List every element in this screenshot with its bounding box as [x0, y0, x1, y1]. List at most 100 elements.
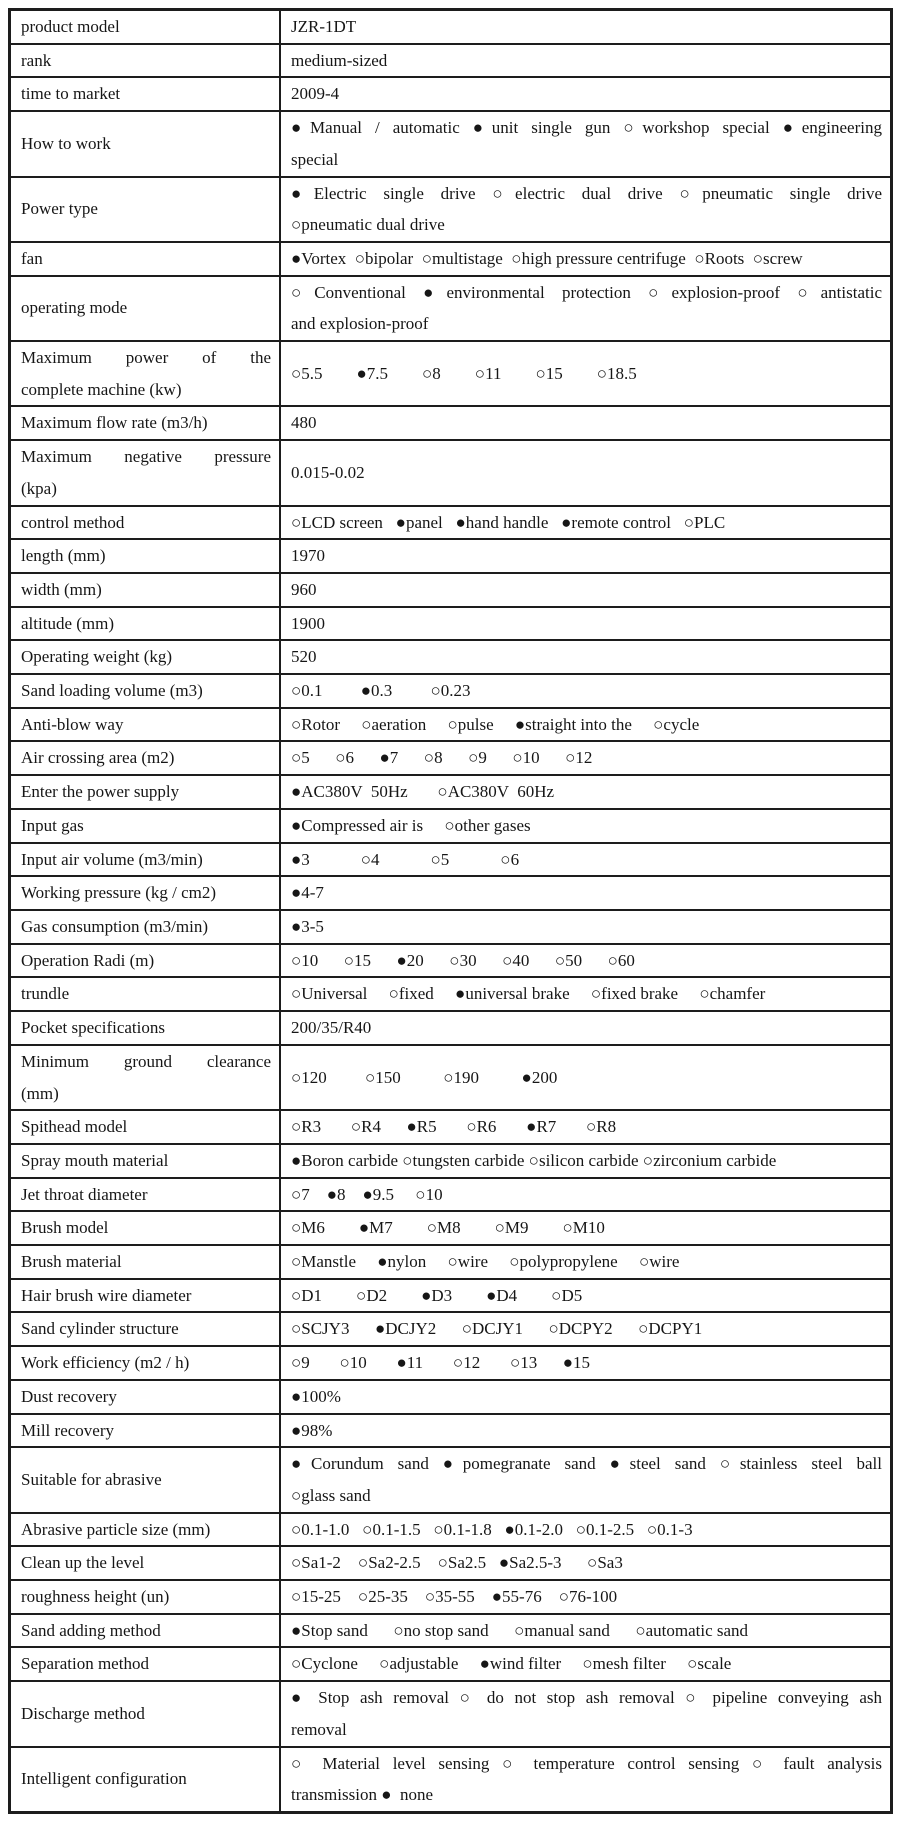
spec-value-line: ○Cyclone ○adjustable ●wind filter ○mesh … [291, 1654, 732, 1674]
spec-label-line: length (mm) [21, 546, 106, 566]
spec-label-line: product model [21, 17, 120, 36]
spec-label-line: Brush material [21, 1252, 122, 1272]
spec-value-line: ○ Material level sensing ○ temperature c… [291, 1753, 882, 1773]
spec-label: roughness height (un) [8, 1579, 281, 1615]
spec-label: rank [8, 42, 281, 79]
spec-value-line: ○R3 ○R4 ●R5 ○R6 ●R7 ○R8 [291, 1117, 617, 1137]
spec-value: 0.015-0.02 [279, 439, 893, 507]
spec-value: ○5.5 ●7.5 ○8 ○11 ○15 ○18.5 [279, 340, 893, 408]
spec-label-line: Pocket specifications [21, 1018, 165, 1038]
spec-value-line: and explosion-proof [291, 314, 429, 334]
spec-label-line: Suitable for abrasive [21, 1470, 162, 1490]
spec-value-line: ●Boron carbide ○tungsten carbide ○silico… [291, 1150, 777, 1170]
spec-value-line: ●Compressed air is ○other gases [291, 815, 531, 835]
spec-value: 200/35/R40 [279, 1010, 893, 1046]
spec-value-line: ●Manual / automatic ●unit single gun ○wo… [291, 118, 882, 138]
spec-label: Separation method [8, 1646, 281, 1683]
spec-value-line: ○5 ○6 ●7 ○8 ○9 ○10 ○12 [291, 748, 593, 768]
spec-value-line: ●AC380V 50Hz ○AC380V 60Hz [291, 782, 555, 802]
spec-label: Enter the power supply [8, 774, 281, 810]
spec-label-line: (mm) [21, 1083, 59, 1103]
spec-label: Hair brush wire diameter [8, 1277, 281, 1314]
spec-value: ○Universal ○fixed ●universal brake ○fixe… [279, 976, 893, 1013]
spec-row: Clean up the level ○Sa1-2 ○Sa2-2.5 ○Sa2.5… [8, 1545, 893, 1582]
spec-value: ●Boron carbide ○tungsten carbide ○silico… [279, 1142, 893, 1179]
spec-value: ○Rotor ○aeration ○pulse ●straight into t… [279, 706, 893, 743]
spec-value-line: ●Corundum sand ●pomegranate sand ●steel … [291, 1454, 882, 1474]
spec-value: ●Corundum sand ●pomegranate sand ●steel … [279, 1446, 893, 1514]
spec-label: Sand loading volume (m3) [8, 673, 281, 709]
spec-label-line: Power type [21, 199, 98, 219]
spec-value-line: 480 [291, 413, 317, 433]
spec-label: Working pressure (kg / cm2) [8, 875, 281, 911]
spec-value: 480 [279, 405, 893, 442]
spec-value-line: ●Stop sand ○no stop sand ○manual sand ○a… [291, 1620, 749, 1640]
spec-label: product model [8, 8, 281, 45]
spec-value: ●4-7 [279, 875, 893, 911]
spec-value: ●Vortex ○bipolar ○multistage ○high press… [279, 240, 893, 277]
spec-value-line: transmission ● none [291, 1785, 434, 1805]
spec-value-line: JZR-1DT [291, 17, 357, 36]
spec-label: Maximum negative pressure (kpa) [8, 439, 281, 507]
spec-row: Brush model ○M6 ●M7 ○M8 ○M9 ○M10 [8, 1210, 893, 1247]
spec-value-line: 520 [291, 647, 317, 667]
spec-value-line: ○15-25 ○25-35 ○35-55 ●55-76 ○76-100 [291, 1587, 618, 1607]
spec-value: ○120 ○150 ○190 ●200 [279, 1043, 893, 1112]
spec-label-line: Anti-blow way [21, 714, 124, 734]
spec-value-line: ●4-7 [291, 883, 324, 903]
spec-label-line: roughness height (un) [21, 1587, 170, 1607]
spec-value: medium-sized [279, 42, 893, 79]
spec-row: Separation method ○Cyclone ○adjustable ●w… [8, 1646, 893, 1683]
spec-label: Operation Radi (m) [8, 942, 281, 979]
spec-value: ●98% [279, 1412, 893, 1449]
spec-value: ● Stop ash removal ○ do not stop ash rem… [279, 1680, 893, 1748]
spec-row: trundle ○Universal ○fixed ●universal brak… [8, 976, 893, 1013]
spec-label: Maximum flow rate (m3/h) [8, 405, 281, 442]
spec-label-line: Brush model [21, 1218, 109, 1238]
spec-value-line: ● Stop ash removal ○ do not stop ash rem… [291, 1688, 882, 1708]
spec-row: Pocket specifications 200/35/R40 [8, 1010, 893, 1046]
spec-label: Sand cylinder structure [8, 1311, 281, 1348]
spec-row: altitude (mm) 1900 [8, 605, 893, 642]
spec-row: Operation Radi (m) ○10 ○15 ●20 ○30 ○40 ○5… [8, 942, 893, 979]
spec-value: ○D1 ○D2 ●D3 ●D4 ○D5 [279, 1277, 893, 1314]
spec-value: ●Manual / automatic ●unit single gun ○wo… [279, 110, 893, 178]
spec-value-line: ○7 ●8 ●9.5 ○10 [291, 1184, 443, 1204]
spec-label: Air crossing area (m2) [8, 740, 281, 777]
spec-label: Intelligent configuration [8, 1745, 281, 1814]
spec-label: width (mm) [8, 571, 281, 608]
spec-label: Discharge method [8, 1680, 281, 1748]
spec-value: 2009-4 [279, 76, 893, 113]
spec-value-line: ○0.1-1.0 ○0.1-1.5 ○0.1-1.8 ●0.1-2.0 ○0.1… [291, 1519, 693, 1539]
spec-value: ●3 ○4 ○5 ○6 [279, 841, 893, 878]
spec-row: Power type ●Electric single drive ○electr… [8, 175, 893, 243]
spec-row: rank medium-sized [8, 42, 893, 79]
spec-value: ○0.1 ●0.3 ○0.23 [279, 673, 893, 709]
spec-value-line: 1970 [291, 546, 325, 566]
spec-row: fan ●Vortex ○bipolar ○multistage ○high pr… [8, 240, 893, 277]
spec-value: ○R3 ○R4 ●R5 ○R6 ●R7 ○R8 [279, 1109, 893, 1145]
spec-value: ○M6 ●M7 ○M8 ○M9 ○M10 [279, 1210, 893, 1247]
spec-row: Abrasive particle size (mm) ○0.1-1.0 ○0.1… [8, 1511, 893, 1548]
spec-row: Air crossing area (m2) ○5 ○6 ●7 ○8 ○9 ○10… [8, 740, 893, 777]
spec-row: length (mm) 1970 [8, 538, 893, 574]
spec-value: ○Sa1-2 ○Sa2-2.5 ○Sa2.5 ●Sa2.5-3 ○Sa3 [279, 1545, 893, 1582]
spec-label-line: Intelligent configuration [21, 1769, 187, 1789]
spec-row: Input air volume (m3/min) ●3 ○4 ○5 ○6 [8, 841, 893, 878]
spec-label-line: Clean up the level [21, 1553, 145, 1573]
spec-row: Sand loading volume (m3) ○0.1 ●0.3 ○0.23 [8, 673, 893, 709]
spec-label-line: Working pressure (kg / cm2) [21, 883, 217, 903]
spec-value-line: ○Manstle ●nylon ○wire ○polypropylene ○wi… [291, 1252, 680, 1272]
spec-label-line: Discharge method [21, 1704, 145, 1723]
spec-value-line: ○SCJY3 ●DCJY2 ○DCJY1 ○DCPY2 ○DCPY1 [291, 1319, 703, 1339]
spec-value: ○0.1-1.0 ○0.1-1.5 ○0.1-1.8 ●0.1-2.0 ○0.1… [279, 1511, 893, 1548]
spec-label-line: Sand cylinder structure [21, 1319, 179, 1339]
spec-row: Hair brush wire diameter ○D1 ○D2 ●D3 ●D4 … [8, 1277, 893, 1314]
spec-value: ○9 ○10 ●11 ○12 ○13 ●15 [279, 1345, 893, 1381]
spec-value: ●100% [279, 1378, 893, 1415]
spec-table-body: product model JZR-1DT rank medium-sized time… [8, 8, 893, 1814]
spec-label: Maximum power of the complete machine (kw… [8, 340, 281, 408]
spec-row: Gas consumption (m3/min) ●3-5 [8, 908, 893, 945]
spec-label: Power type [8, 175, 281, 243]
